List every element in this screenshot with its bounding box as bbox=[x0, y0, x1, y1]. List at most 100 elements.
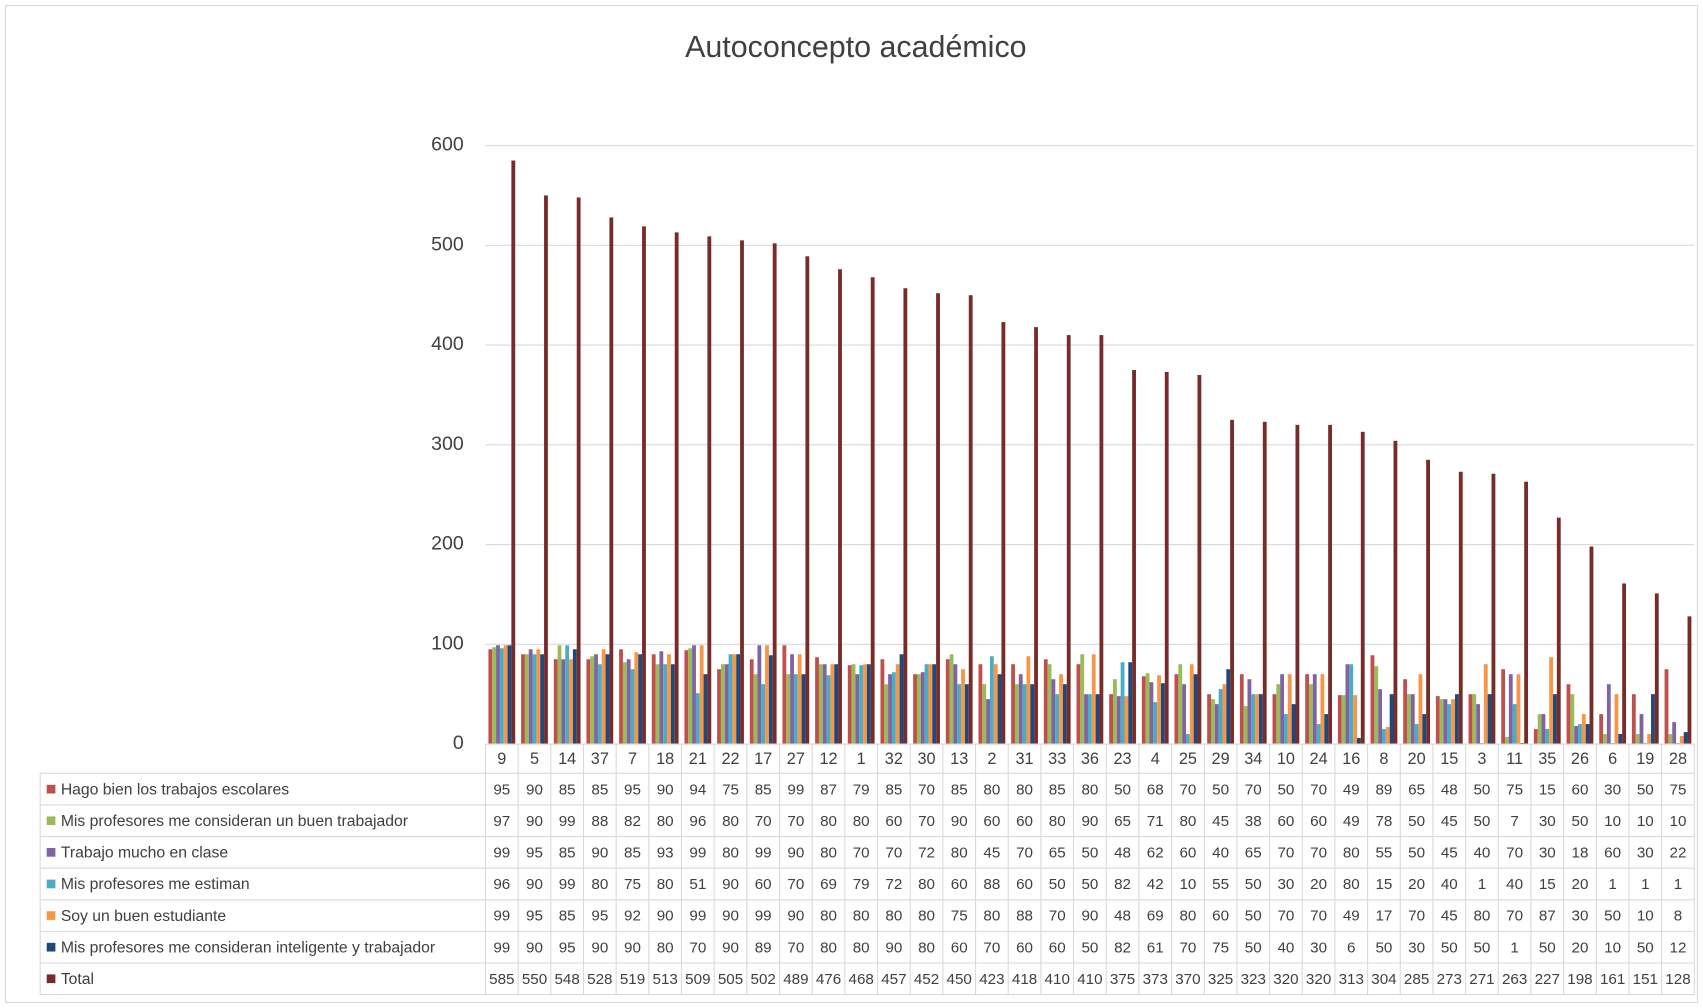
bar bbox=[1614, 694, 1619, 745]
bar bbox=[1124, 696, 1129, 745]
bar bbox=[888, 674, 892, 745]
table-value: 40 bbox=[1506, 876, 1523, 893]
bar bbox=[1501, 669, 1506, 745]
bar bbox=[1687, 616, 1692, 745]
table-value: 80 bbox=[1179, 908, 1196, 925]
table-value: 80 bbox=[1016, 781, 1033, 798]
table-value: 49 bbox=[1343, 813, 1360, 830]
bar bbox=[1276, 684, 1281, 745]
table-value: 40 bbox=[1212, 844, 1229, 861]
y-tick-label: 400 bbox=[431, 333, 464, 355]
bar bbox=[569, 659, 573, 745]
bar bbox=[1541, 714, 1546, 745]
table-value: 90 bbox=[591, 844, 608, 861]
bar bbox=[1574, 726, 1579, 745]
table-value: 40 bbox=[1473, 844, 1490, 861]
bar bbox=[1128, 662, 1133, 745]
table-value: 80 bbox=[1081, 781, 1098, 798]
bar bbox=[968, 295, 973, 745]
bar bbox=[978, 664, 983, 745]
table-value: 519 bbox=[620, 971, 645, 988]
bar bbox=[1683, 732, 1688, 745]
table-value: 90 bbox=[722, 908, 739, 925]
bar bbox=[659, 651, 664, 745]
bar bbox=[1447, 704, 1452, 745]
bar bbox=[989, 656, 994, 745]
bar bbox=[1160, 683, 1165, 745]
bar bbox=[761, 684, 766, 745]
x-tick-label: 37 bbox=[591, 750, 609, 768]
bar bbox=[684, 650, 689, 745]
x-tick-label: 29 bbox=[1212, 750, 1230, 768]
bar bbox=[1222, 684, 1227, 745]
bar bbox=[1654, 593, 1659, 745]
bar bbox=[622, 662, 627, 745]
bar bbox=[1189, 664, 1194, 745]
table-value: 99 bbox=[689, 908, 706, 925]
table-value: 80 bbox=[722, 844, 739, 861]
bar bbox=[1328, 424, 1332, 745]
table-value: 80 bbox=[853, 813, 870, 830]
bar bbox=[1262, 421, 1267, 745]
table-value: 82 bbox=[1114, 939, 1131, 956]
bar bbox=[1312, 674, 1317, 745]
table-value: 418 bbox=[1012, 971, 1037, 988]
table-value: 50 bbox=[1441, 939, 1458, 956]
table-value: 70 bbox=[1408, 908, 1425, 925]
table-value: 50 bbox=[1081, 876, 1098, 893]
bar bbox=[1211, 699, 1215, 745]
table-value: 99 bbox=[787, 781, 804, 798]
bar bbox=[1403, 679, 1408, 745]
table-value: 65 bbox=[1049, 844, 1066, 861]
table-value: 70 bbox=[853, 844, 870, 861]
bar bbox=[1214, 704, 1219, 745]
table-value: 95 bbox=[526, 908, 543, 925]
table-value: 80 bbox=[722, 813, 739, 830]
table-value: 75 bbox=[722, 781, 739, 798]
table-value: 30 bbox=[1572, 908, 1589, 925]
table-value: 70 bbox=[787, 939, 804, 956]
table-value: 22 bbox=[1670, 844, 1687, 861]
table-value: 95 bbox=[526, 844, 543, 861]
x-tick-label: 24 bbox=[1310, 750, 1328, 768]
table-value: 10 bbox=[1179, 876, 1196, 893]
bar bbox=[757, 645, 762, 745]
table-value: 20 bbox=[1310, 876, 1327, 893]
table-value: 70 bbox=[885, 844, 902, 861]
table-value: 10 bbox=[1604, 813, 1621, 830]
bar bbox=[1458, 471, 1463, 745]
table-value: 10 bbox=[1637, 813, 1654, 830]
bar bbox=[1599, 714, 1604, 745]
table-value: 528 bbox=[587, 971, 612, 988]
table-value: 85 bbox=[624, 844, 641, 861]
y-tick-label: 0 bbox=[453, 732, 464, 754]
legend-key bbox=[46, 784, 56, 794]
bar bbox=[899, 654, 904, 745]
bar bbox=[590, 656, 595, 745]
bar bbox=[565, 645, 570, 745]
bar bbox=[957, 684, 962, 745]
bar bbox=[1145, 673, 1150, 745]
table-value: 85 bbox=[755, 781, 772, 798]
bar bbox=[880, 659, 885, 745]
table-value: 50 bbox=[1604, 908, 1621, 925]
bar bbox=[1011, 664, 1015, 745]
table-value: 82 bbox=[624, 813, 641, 830]
table-value: 80 bbox=[820, 844, 837, 861]
bar bbox=[732, 654, 737, 745]
bar bbox=[594, 654, 598, 745]
bar bbox=[1099, 335, 1104, 745]
bar bbox=[749, 659, 754, 745]
table-value: 40 bbox=[1277, 939, 1294, 956]
bar bbox=[847, 665, 852, 745]
bar bbox=[1247, 679, 1252, 745]
legend-label: Mis profesores me consideran un buen tra… bbox=[61, 813, 408, 830]
table-value: 50 bbox=[1245, 876, 1262, 893]
bar bbox=[736, 654, 741, 745]
y-tick-label: 300 bbox=[431, 433, 464, 455]
bar bbox=[1622, 583, 1627, 745]
table-value: 90 bbox=[722, 939, 739, 956]
table-value: 60 bbox=[1016, 939, 1033, 956]
bar bbox=[663, 664, 668, 745]
